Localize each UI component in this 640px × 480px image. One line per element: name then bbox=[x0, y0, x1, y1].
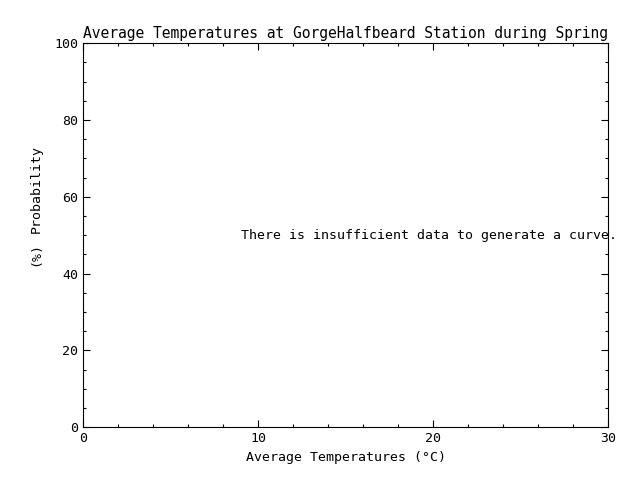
Text: There is insufficient data to generate a curve.: There is insufficient data to generate a… bbox=[241, 228, 617, 242]
Title: Average Temperatures at GorgeHalfbeard Station during Spring: Average Temperatures at GorgeHalfbeard S… bbox=[83, 25, 608, 41]
Text: Probability: Probability bbox=[29, 145, 42, 233]
Text: (%): (%) bbox=[29, 242, 42, 266]
X-axis label: Average Temperatures (°C): Average Temperatures (°C) bbox=[246, 451, 445, 464]
